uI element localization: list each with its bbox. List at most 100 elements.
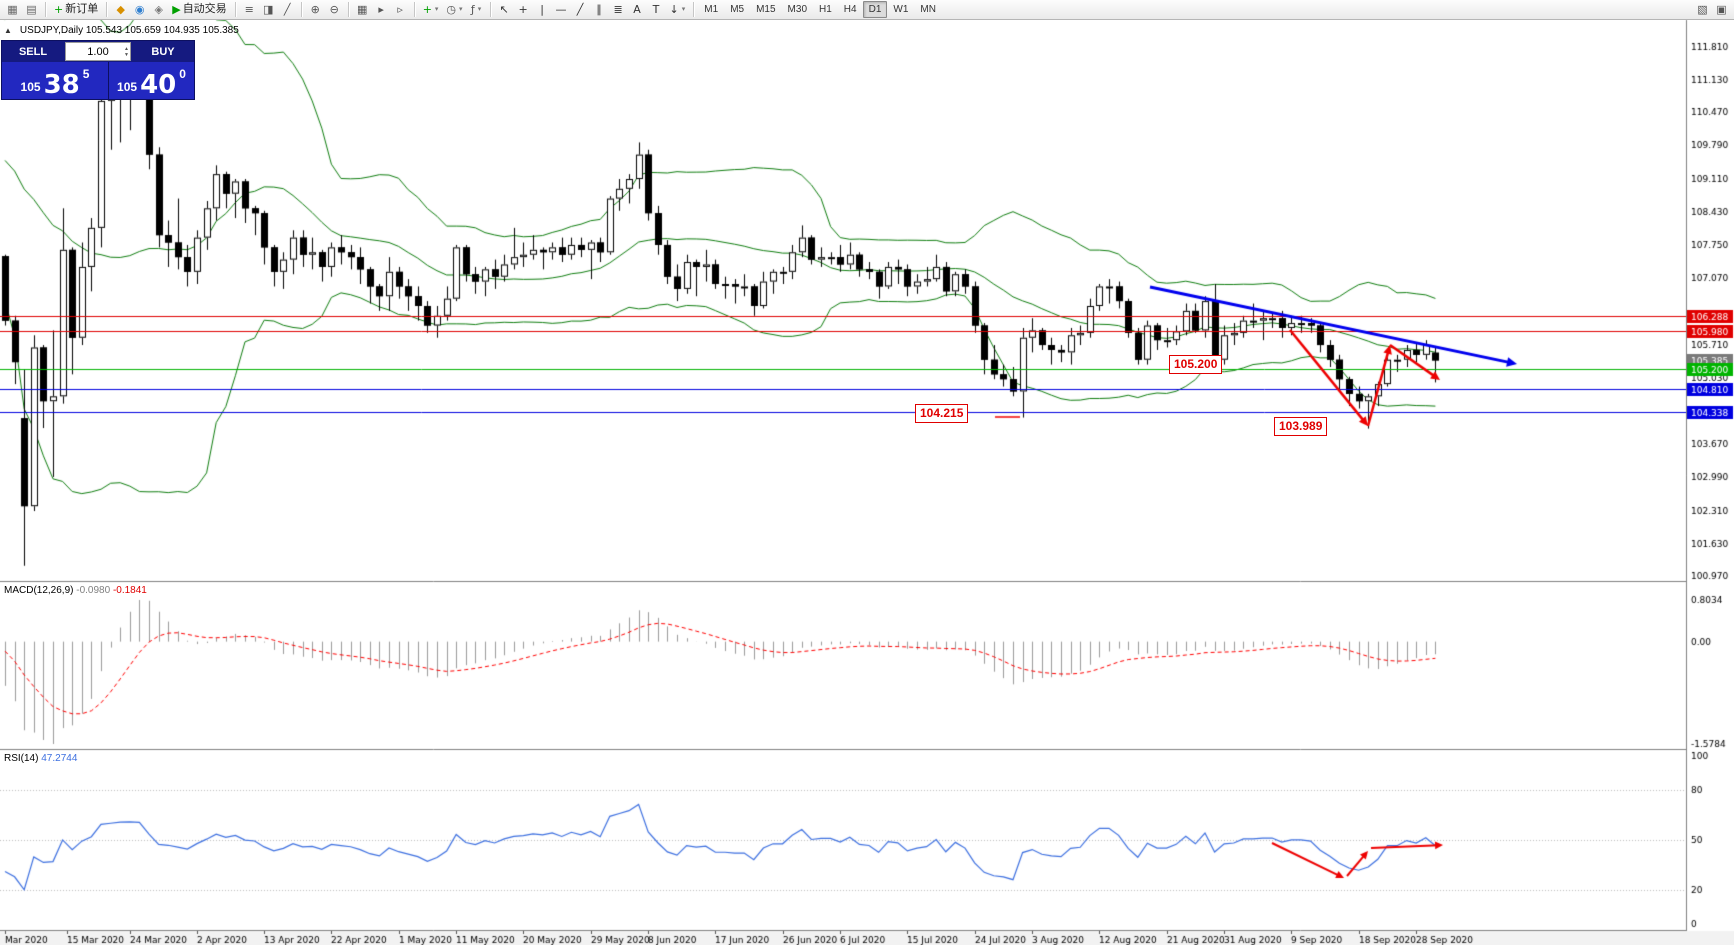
cursor-icon: ↖ <box>499 3 509 16</box>
chart-window-icon: ▧ <box>1697 3 1708 16</box>
timeframe-mn-button[interactable]: MN <box>920 4 936 15</box>
symbol-readout-row: ▲ USDJPY,Daily 105.543 105.659 104.935 1… <box>4 25 239 36</box>
macd-indicator-label: MACD(12,26,9) -0.0980 -0.1841 <box>4 585 147 596</box>
horizontal-line-icon: — <box>555 3 567 16</box>
indicators-add-icon-button[interactable]: + ▾ <box>419 1 443 19</box>
arrows-dropdown-icon[interactable]: ▾ <box>681 6 686 13</box>
candlestick-chart-icon: ◨ <box>262 3 274 16</box>
trendline-icon: ╱ <box>576 3 584 16</box>
timeframe-h1-button[interactable]: H1 <box>819 4 832 15</box>
spinner-down-icon[interactable]: ▼ <box>124 51 129 58</box>
autotrading-button[interactable]: ▶ 自动交易 <box>168 1 230 19</box>
trendline-icon-button[interactable]: ╱ <box>571 1 590 19</box>
timeframe-w1-button[interactable]: W1 <box>893 4 909 15</box>
chart-window-icon-button[interactable]: ▧ <box>1693 1 1712 19</box>
fibonacci-icon: ≣ <box>613 3 623 16</box>
templates-icon-button[interactable]: ƒ ▾ <box>467 1 486 19</box>
toolbar-separator <box>45 2 46 17</box>
timeframe-d1-button[interactable]: D1 <box>862 1 888 18</box>
cursor-icon-button[interactable]: ↖ <box>495 1 514 19</box>
crosshair-icon: + <box>518 3 528 16</box>
fullscreen-icon-button[interactable]: ▣ <box>1712 1 1731 19</box>
channel-icon-button[interactable]: ∥ <box>590 1 609 19</box>
tile-windows-icon-button[interactable]: ▦ <box>353 1 372 19</box>
rsi-name: RSI(14) <box>4 753 39 764</box>
autotrading-label: 自动交易 <box>182 3 227 15</box>
channel-icon: ∥ <box>596 3 602 16</box>
trade-panel-header-row: SELL 1.00 ▲ ▼ BUY <box>2 41 194 62</box>
navigator-icon: ◈ <box>154 3 163 16</box>
rsi-indicator-label: RSI(14) 47.2744 <box>4 753 77 764</box>
timeframe-m15-button[interactable]: M15 <box>756 4 776 15</box>
line-chart-icon-button[interactable]: ╱ <box>278 1 297 19</box>
sell-price-button[interactable]: 105 38 5 <box>2 62 108 99</box>
fibonacci-icon-button[interactable]: ≣ <box>609 1 628 19</box>
text-label-icon: T <box>652 3 660 16</box>
toolbar-separator <box>106 2 108 17</box>
arrows-icon-button[interactable]: ↓ ▾ <box>666 1 690 19</box>
timeframe-m5-button[interactable]: M5 <box>730 4 745 15</box>
bar-chart-icon: ≡ <box>244 3 254 16</box>
toolbar-separator <box>489 2 491 17</box>
horizontal-line-icon-button[interactable]: — <box>552 1 571 19</box>
tile-windows-icon: ▦ <box>356 3 368 16</box>
line-chart-icon: ╱ <box>283 3 291 16</box>
spinner-up-icon[interactable]: ▲ <box>124 45 129 52</box>
crosshair-icon-button[interactable]: + <box>514 1 533 19</box>
new-chart-icon: ▦ <box>7 3 18 16</box>
market-watch-icon-button[interactable]: ◉ <box>130 1 149 19</box>
text-label-icon-button[interactable]: T <box>647 1 666 19</box>
timeframe-m1-button[interactable]: M1 <box>704 4 719 15</box>
chart-shift-icon-button[interactable]: ▹ <box>391 1 410 19</box>
periods-icon: ◷ <box>446 3 457 16</box>
new-chart-icon-button[interactable]: ▦ <box>3 1 22 19</box>
volume-input[interactable]: 1.00 ▲ ▼ <box>65 42 131 61</box>
periods-dropdown-icon[interactable]: ▾ <box>459 6 463 13</box>
candlestick-chart-icon-button[interactable]: ◨ <box>259 1 278 19</box>
market-watch-icon: ◉ <box>134 3 145 16</box>
trade-panel-collapse-icon[interactable]: ▲ <box>4 26 12 35</box>
buy-price-button[interactable]: 105 40 0 <box>108 62 194 99</box>
price-annotation-label: 104.215 <box>915 404 969 423</box>
profiles-icon-button[interactable]: ▤ <box>22 1 41 19</box>
timeframe-h4-button[interactable]: H4 <box>843 4 857 15</box>
autotrading-icon: ▶ <box>172 3 181 16</box>
buy-price-pips: 40 <box>140 69 177 100</box>
auto-scroll-icon-button[interactable]: ▸ <box>372 1 391 19</box>
arrows-icon: ↓ <box>669 3 679 16</box>
sell-button[interactable]: SELL <box>2 41 64 62</box>
main-toolbar: ▦ ▤ + 新订单 ◆ ◉ ◈ ▶ 自动交易 ≡ ◨ ╱ ⊕ ⊖ ▦ ▸ ▹ + ▾ ◷ ▾ ƒ ▾ ↖ + | — ╱ ∥ ≣ A T ↓ ▾ M… <box>0 0 1734 20</box>
templates-icon: ƒ <box>470 3 475 16</box>
vertical-line-icon-button[interactable]: | <box>533 1 552 19</box>
mql-editor-icon-button[interactable]: ◆ <box>111 1 130 19</box>
one-click-trade-panel: SELL 1.00 ▲ ▼ BUY 105 38 5 105 40 0 <box>1 40 195 100</box>
new-order-icon: + <box>54 3 64 16</box>
trade-panel-price-row: 105 38 5 105 40 0 <box>2 62 194 99</box>
sell-price-point: 5 <box>82 67 90 81</box>
new-order-button[interactable]: + 新订单 <box>50 1 102 19</box>
text-icon-button[interactable]: A <box>628 1 647 19</box>
navigator-icon-button[interactable]: ◈ <box>149 1 168 19</box>
macd-signal-value: -0.1841 <box>112 585 147 596</box>
macd-name: MACD(12,26,9) <box>4 585 74 596</box>
price-annotation-label: 103.989 <box>1274 417 1328 436</box>
zoom-out-icon-button[interactable]: ⊖ <box>325 1 344 19</box>
sell-price-pips: 38 <box>43 69 80 100</box>
templates-dropdown-icon[interactable]: ▾ <box>477 6 482 13</box>
price-annotation-label: 105.200 <box>1169 355 1223 374</box>
text-icon: A <box>633 3 641 16</box>
zoom-in-icon-button[interactable]: ⊕ <box>306 1 325 19</box>
toolbar-separator <box>234 2 236 17</box>
timeframe-m30-button[interactable]: M30 <box>787 4 807 15</box>
sell-price-figure: 105 <box>20 80 41 94</box>
periods-icon-button[interactable]: ◷ ▾ <box>442 1 466 19</box>
volume-spinner[interactable]: ▲ ▼ <box>124 44 129 59</box>
buy-button[interactable]: BUY <box>132 41 194 62</box>
zoom-out-icon: ⊖ <box>329 3 339 16</box>
rsi-value: 47.2744 <box>41 753 78 764</box>
indicators-add-dropdown-icon[interactable]: ▾ <box>434 6 439 13</box>
new-order-label: 新订单 <box>65 3 99 15</box>
bar-chart-icon-button[interactable]: ≡ <box>240 1 259 19</box>
